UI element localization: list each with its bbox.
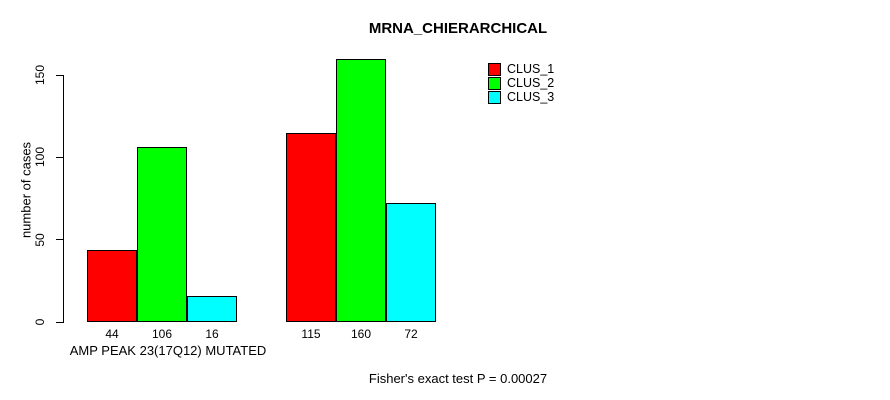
legend-row: CLUS_2	[488, 76, 554, 90]
bar-value-label: 115	[301, 327, 321, 341]
legend-row: CLUS_1	[488, 62, 554, 76]
bar-value-label: 72	[404, 327, 418, 341]
y-tick-label: 50	[33, 232, 47, 247]
y-tick-label: 100	[33, 147, 47, 168]
bar-clus_3-group1	[187, 296, 237, 322]
chart-title: MRNA_CHIERARCHICAL	[368, 20, 548, 37]
y-axis-line	[63, 75, 64, 323]
legend-row: CLUS_3	[488, 90, 554, 104]
bar-clus_2-group1	[137, 147, 187, 322]
legend-swatch-clus_3	[488, 90, 501, 104]
bar-clus_1-group1	[87, 250, 137, 322]
bar-clus_1-group2	[286, 133, 336, 322]
legend-swatch-clus_1	[488, 62, 501, 76]
bar-value-label: 16	[205, 327, 219, 341]
y-tick-mark	[56, 321, 63, 323]
legend-label: CLUS_2	[507, 76, 555, 90]
y-tick-label: 150	[33, 64, 47, 86]
bar-clus_2-group2	[336, 59, 386, 322]
legend: CLUS_1 CLUS_2 CLUS_3	[488, 62, 554, 104]
bar-value-label: 44	[105, 327, 119, 341]
legend-label: CLUS_3	[507, 90, 555, 104]
bar-clus_3-group2	[386, 203, 436, 322]
y-tick-mark	[56, 239, 63, 241]
legend-label: CLUS_1	[507, 62, 555, 76]
y-tick-mark	[56, 74, 63, 76]
bar-value-label: 160	[350, 327, 372, 341]
y-tick-mark	[56, 156, 63, 158]
x-axis-group-label: AMP PEAK 23(17Q12) MUTATED	[69, 343, 267, 358]
y-tick-label: 0	[33, 318, 47, 326]
legend-swatch-clus_2	[488, 76, 501, 90]
bar-value-label: 106	[151, 327, 173, 341]
footer-annotation: Fisher's exact test P = 0.00027	[368, 371, 548, 386]
